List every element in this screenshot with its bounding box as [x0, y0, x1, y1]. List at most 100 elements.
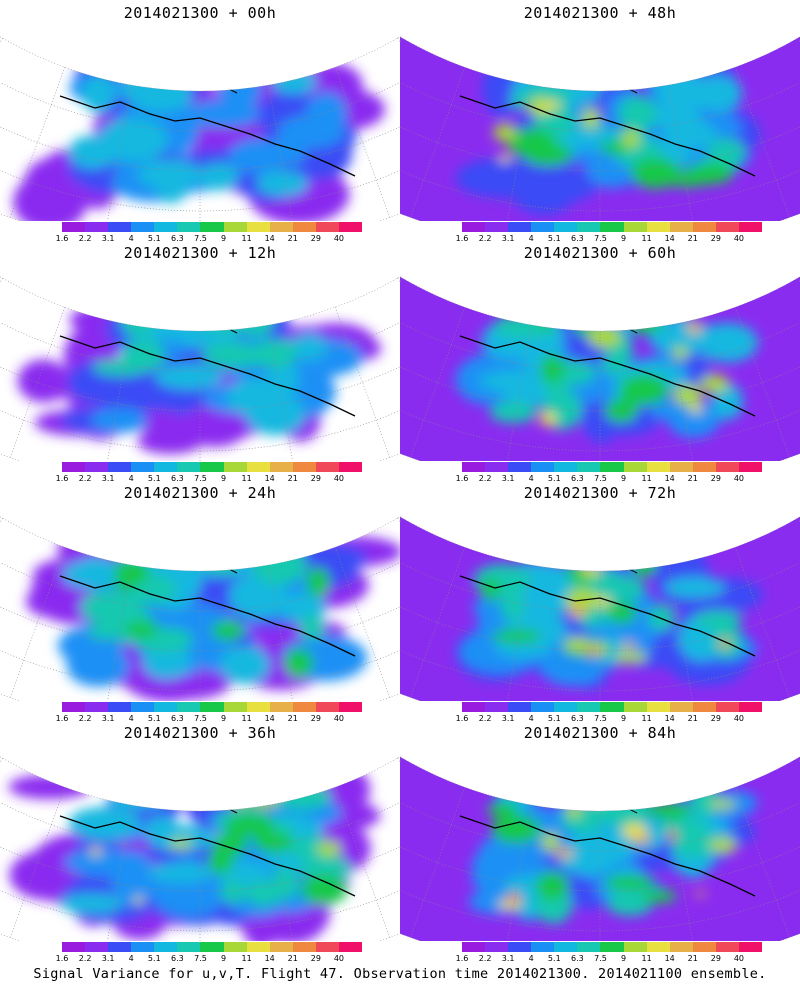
legend-swatch	[715, 942, 739, 952]
legend-swatch	[692, 222, 716, 232]
legend-tick-label: 40	[333, 234, 345, 243]
legend-swatch	[154, 222, 178, 232]
legend-tick-label: 5.1	[147, 954, 161, 963]
variance-map	[400, 507, 800, 701]
legend-swatch	[669, 462, 693, 472]
legend-swatch	[269, 462, 293, 472]
legend-tick-label: 3.1	[101, 474, 115, 483]
legend-swatch	[338, 462, 363, 472]
legend-swatch	[531, 702, 555, 712]
legend-swatch	[200, 702, 224, 712]
legend-swatch	[246, 702, 270, 712]
legend-swatch	[62, 942, 86, 952]
panel-title: 2014021300 + 24h	[123, 484, 277, 502]
legend-tick-label: 3.1	[501, 474, 515, 483]
legend-tick-label: 5.1	[547, 714, 561, 723]
legend-swatch	[292, 942, 316, 952]
legend-swatch	[623, 462, 647, 472]
legend-tick-label: 14	[264, 474, 275, 483]
legend-tick-label: 11	[241, 954, 252, 963]
legend-tick-label: 2.2	[478, 714, 492, 723]
legend-tick-label: 14	[664, 714, 675, 723]
legend-swatch	[85, 702, 109, 712]
legend-swatch	[269, 942, 293, 952]
legend-swatch	[485, 462, 509, 472]
legend-swatch	[246, 942, 270, 952]
legend-swatch	[554, 462, 578, 472]
legend-swatch	[531, 942, 555, 952]
legend-swatch	[177, 222, 201, 232]
legend-tick-label: 2.2	[478, 474, 492, 483]
legend-swatch	[646, 942, 670, 952]
legend-tick-label: 4	[128, 714, 134, 723]
map-panel: 2014021300 + 60h 1.6 2.2 3.1 4 5.1 6.3 7.5 9 11 14…	[400, 240, 800, 483]
legend-swatch	[338, 702, 363, 712]
variance-map	[0, 27, 400, 221]
legend-swatch	[669, 222, 693, 232]
legend-tick-label: 29	[310, 474, 321, 483]
legend-tick-label: 5.1	[547, 234, 561, 243]
color-legend: 1.6 2.2 3.1 4 5.1 6.3 7.5 9 11 14 21 29 40	[56, 462, 363, 490]
legend-tick-label: 11	[241, 474, 252, 483]
legend-swatch	[715, 222, 739, 232]
legend-tick-label: 9	[220, 954, 227, 963]
legend-tick-label: 40	[333, 474, 345, 483]
legend-tick-label: 11	[241, 234, 252, 243]
legend-tick-label: 3.1	[101, 234, 115, 243]
legend-tick-label: 21	[687, 234, 698, 243]
legend-swatch	[154, 942, 178, 952]
legend-swatch	[623, 702, 647, 712]
legend-swatch	[462, 222, 486, 232]
variance-map	[400, 267, 800, 461]
legend-swatch	[554, 222, 578, 232]
legend-tick-label: 40	[733, 714, 745, 723]
legend-tick-label: 2.2	[478, 954, 492, 963]
legend-bar	[62, 222, 363, 232]
legend-tick-label: 40	[733, 954, 745, 963]
panel-title: 2014021300 + 12h	[123, 244, 277, 262]
map-panel: 2014021300 + 72h 1.6 2.2 3.1 4 5.1 6.3 7.5 9 11 14…	[400, 480, 800, 723]
legend-tick-label: 4	[528, 714, 534, 723]
legend-tick-label: 3.1	[501, 714, 515, 723]
legend-swatch	[692, 942, 716, 952]
color-legend: 1.6 2.2 3.1 4 5.1 6.3 7.5 9 11 14 21 29 40	[56, 702, 363, 730]
legend-swatch	[269, 702, 293, 712]
legend-swatch	[600, 222, 624, 232]
legend-tick-label: 3.1	[501, 954, 515, 963]
legend-tick-label: 4	[128, 234, 134, 243]
legend-swatch	[154, 462, 178, 472]
legend-tick-label: 7.5	[194, 954, 207, 963]
legend-tick-label: 21	[287, 234, 298, 243]
legend-swatch	[600, 702, 624, 712]
panel-title: 2014021300 + 84h	[523, 724, 677, 742]
legend-swatch	[85, 462, 109, 472]
map-panel: 2014021300 + 84h 1.6 2.2 3.1 4 5.1 6.3 7.5 9 11 14…	[400, 720, 800, 963]
legend-swatch	[131, 702, 155, 712]
legend-swatch	[85, 222, 109, 232]
legend-tick-label: 7.5	[194, 714, 207, 723]
legend-swatch	[62, 222, 86, 232]
legend-swatch	[623, 222, 647, 232]
legend-swatch	[462, 462, 486, 472]
legend-tick-label: 5.1	[147, 234, 161, 243]
legend-tick-label: 4	[128, 474, 134, 483]
legend-swatch	[177, 702, 201, 712]
legend-tick-label: 11	[241, 714, 252, 723]
panel-title: 2014021300 + 00h	[123, 4, 277, 22]
legend-tick-label: 4	[528, 234, 534, 243]
legend-swatch	[508, 222, 532, 232]
legend-tick-label: 3.1	[101, 714, 115, 723]
panel-title: 2014021300 + 48h	[523, 4, 677, 22]
legend-swatch	[554, 942, 578, 952]
legend-swatch	[531, 222, 555, 232]
color-legend: 1.6 2.2 3.1 4 5.1 6.3 7.5 9 11 14 21 29 40	[456, 462, 763, 490]
legend-swatch	[292, 702, 316, 712]
legend-bar	[462, 702, 763, 712]
legend-tick-label: 1.6	[455, 954, 469, 963]
legend-tick-label: 29	[310, 954, 321, 963]
variance-map	[400, 747, 800, 941]
legend-tick-label: 21	[687, 474, 698, 483]
legend-tick-label: 1.6	[455, 714, 469, 723]
legend-swatch	[246, 222, 270, 232]
legend-bar	[62, 462, 363, 472]
